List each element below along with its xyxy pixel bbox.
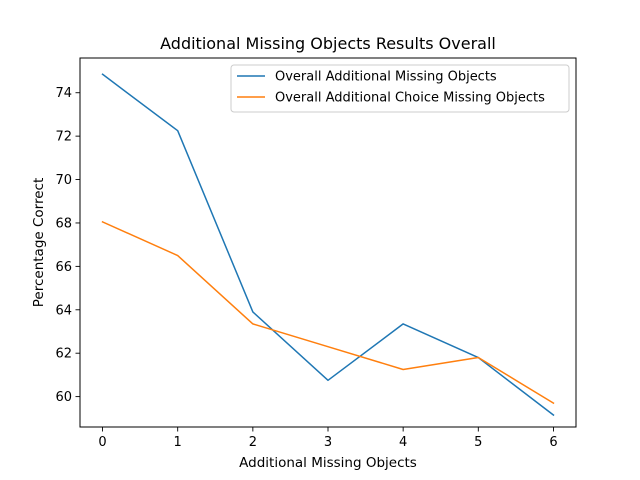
chart-title: Additional Missing Objects Results Overa… bbox=[160, 34, 496, 53]
legend: Overall Additional Missing Objects Overa… bbox=[230, 64, 570, 113]
x-tick-label: 3 bbox=[324, 435, 332, 450]
y-axis-ticks: 60 62 64 66 68 70 72 74 bbox=[55, 86, 80, 405]
legend-label-series-2: Overall Additional Choice Missing Object… bbox=[275, 91, 545, 106]
y-tick-label: 60 bbox=[55, 390, 72, 405]
legend-box bbox=[230, 64, 570, 113]
legend-label-series-1: Overall Additional Missing Objects bbox=[275, 70, 497, 85]
y-tick-label: 70 bbox=[55, 173, 72, 188]
y-tick-label: 62 bbox=[55, 347, 72, 362]
y-tick-label: 74 bbox=[55, 86, 72, 101]
series-line-2 bbox=[101, 220, 555, 405]
series-layer bbox=[101, 73, 555, 417]
x-tick-label: 0 bbox=[98, 435, 106, 450]
x-axis-title: Additional Missing Objects bbox=[239, 455, 417, 471]
y-tick-label: 68 bbox=[55, 216, 72, 231]
y-axis-title: Percentage Correct bbox=[31, 178, 47, 308]
x-tick-label: 1 bbox=[174, 435, 182, 450]
x-tick-label: 6 bbox=[549, 435, 557, 450]
y-tick-label: 64 bbox=[55, 303, 72, 318]
x-axis-ticks: 0 1 2 3 4 5 6 bbox=[98, 427, 558, 450]
x-tick-label: 2 bbox=[249, 435, 257, 450]
x-tick-label: 4 bbox=[399, 435, 407, 450]
x-tick-label: 5 bbox=[474, 435, 482, 450]
y-tick-label: 66 bbox=[55, 260, 72, 275]
y-tick-label: 72 bbox=[55, 130, 72, 145]
